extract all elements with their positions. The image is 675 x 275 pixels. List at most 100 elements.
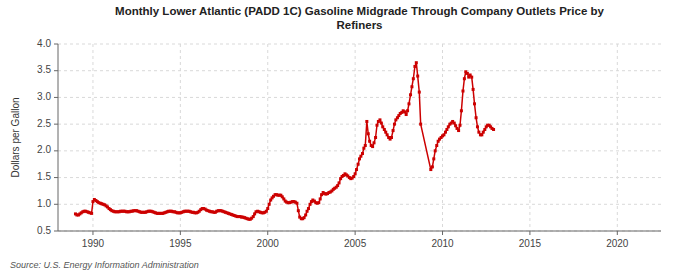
title-line: Refiners [336, 19, 382, 31]
marker [338, 181, 341, 184]
title-line: Monthly Lower Atlantic (PADD 1C) Gasolin… [115, 5, 604, 17]
marker [392, 129, 395, 132]
y-tick-label: 0.5 [37, 225, 51, 236]
marker [405, 113, 408, 116]
marker [445, 128, 448, 131]
marker [90, 212, 93, 215]
y-tick [54, 70, 58, 71]
marker [374, 136, 377, 139]
y-tick-label: 3.5 [37, 64, 51, 75]
y-tick-label: 3.0 [37, 91, 51, 102]
marker [453, 122, 456, 125]
y-tick-label: 2.0 [37, 144, 51, 155]
marker [378, 118, 381, 121]
marker [357, 163, 360, 166]
marker [393, 123, 396, 126]
grid-line-y [58, 124, 661, 125]
marker [317, 201, 320, 204]
x-tick [267, 231, 268, 235]
marker [355, 168, 358, 171]
x-tick-label: 2020 [606, 238, 629, 249]
markers [74, 61, 495, 221]
marker [442, 133, 445, 136]
marker [434, 149, 437, 152]
marker [403, 110, 406, 113]
grid-line-x [355, 44, 356, 231]
x-tick [180, 231, 181, 235]
title: Monthly Lower Atlantic (PADD 1C) Gasolin… [115, 5, 604, 31]
marker [386, 133, 389, 136]
marker [415, 61, 418, 64]
marker [470, 76, 473, 79]
marker [432, 157, 435, 160]
marker [429, 168, 432, 171]
y-tick [54, 204, 58, 205]
y-axis-line [58, 44, 59, 231]
marker [306, 210, 309, 213]
marker [409, 93, 412, 96]
x-tick-label: 1995 [169, 238, 192, 249]
marker [475, 116, 478, 119]
grid-line-y [58, 231, 661, 232]
grid-line-y [58, 44, 661, 45]
grid-line-x [617, 44, 618, 231]
marker [265, 210, 268, 213]
y-axis-label: Dollars per Gallon [10, 97, 21, 177]
marker [375, 124, 378, 127]
marker [380, 122, 383, 125]
marker [307, 207, 310, 210]
axes: 0.51.01.52.02.53.03.54.01990199520002005… [37, 38, 661, 249]
marker [460, 109, 463, 112]
marker [431, 165, 434, 168]
x-tick-label: 2010 [431, 238, 454, 249]
x-tick [617, 231, 618, 235]
grid-line-y [58, 150, 661, 151]
marker [368, 140, 371, 143]
y-tick [54, 124, 58, 125]
marker [454, 124, 457, 127]
y-tick [54, 231, 58, 232]
marker [352, 175, 355, 178]
marker [472, 88, 475, 91]
grid-line-y [58, 204, 661, 205]
marker [492, 128, 495, 131]
x-axis-line [58, 231, 661, 232]
marker [459, 124, 462, 127]
marker [384, 131, 387, 134]
marker [373, 141, 376, 144]
marker [268, 203, 271, 206]
marker [266, 207, 269, 210]
marker [463, 77, 466, 80]
marker [336, 184, 339, 187]
marker [410, 85, 413, 88]
marker [361, 152, 364, 155]
marker [435, 144, 438, 147]
marker [390, 136, 393, 139]
grid-line-y [58, 177, 661, 178]
marker [359, 155, 362, 158]
marker [319, 197, 322, 200]
marker [476, 125, 479, 128]
marker [354, 172, 357, 175]
grid-line-y [58, 70, 661, 71]
marker [416, 75, 419, 78]
grid-line-x [529, 44, 530, 231]
y-tick-label: 1.5 [37, 171, 51, 182]
marker [309, 203, 312, 206]
grid [58, 44, 661, 231]
x-tick-label: 2005 [344, 238, 367, 249]
marker [482, 131, 485, 134]
x-tick [442, 231, 443, 235]
marker [473, 102, 476, 105]
grid-line-x [180, 44, 181, 231]
x-tick [92, 231, 93, 235]
y-tick-label: 2.5 [37, 118, 51, 129]
marker [419, 123, 422, 126]
marker [444, 131, 447, 134]
marker [304, 213, 307, 216]
marker [297, 209, 300, 212]
grid-line-y [58, 97, 661, 98]
grid-line-x [92, 44, 93, 231]
marker [362, 147, 365, 150]
source: Source: U.S. Energy Information Administ… [10, 260, 199, 270]
